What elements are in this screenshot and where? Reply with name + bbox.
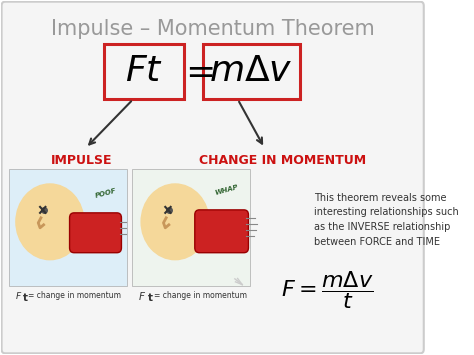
FancyBboxPatch shape <box>195 210 248 253</box>
FancyBboxPatch shape <box>104 44 184 99</box>
Text: Impulse – Momentum Theorem: Impulse – Momentum Theorem <box>51 18 374 39</box>
FancyBboxPatch shape <box>203 44 301 99</box>
Circle shape <box>16 184 84 260</box>
FancyBboxPatch shape <box>132 169 250 285</box>
Text: = change in momentum: = change in momentum <box>154 291 246 300</box>
Text: POOF: POOF <box>95 187 117 199</box>
Text: $Ft$: $Ft$ <box>125 54 163 88</box>
Text: $\mathbf{t}$: $\mathbf{t}$ <box>22 290 29 302</box>
Text: IMPULSE: IMPULSE <box>50 154 112 166</box>
FancyBboxPatch shape <box>1 2 424 353</box>
Text: $=$: $=$ <box>178 54 213 88</box>
Circle shape <box>141 184 209 260</box>
FancyBboxPatch shape <box>9 169 127 285</box>
Text: $F$: $F$ <box>138 290 146 301</box>
Text: WHAP: WHAP <box>214 184 238 196</box>
Text: CHANGE IN MOMENTUM: CHANGE IN MOMENTUM <box>199 154 366 166</box>
Text: $F = \dfrac{m\Delta v}{t}$: $F = \dfrac{m\Delta v}{t}$ <box>281 269 374 311</box>
Text: $\mathbf{t}$: $\mathbf{t}$ <box>147 290 154 302</box>
Text: $F$: $F$ <box>15 290 22 301</box>
Text: $m\Delta v$: $m\Delta v$ <box>209 54 293 88</box>
Text: This theorem reveals some
interesting relationships such
as the INVERSE relation: This theorem reveals some interesting re… <box>314 193 458 247</box>
FancyBboxPatch shape <box>70 213 121 253</box>
Text: = change in momentum: = change in momentum <box>27 291 120 300</box>
